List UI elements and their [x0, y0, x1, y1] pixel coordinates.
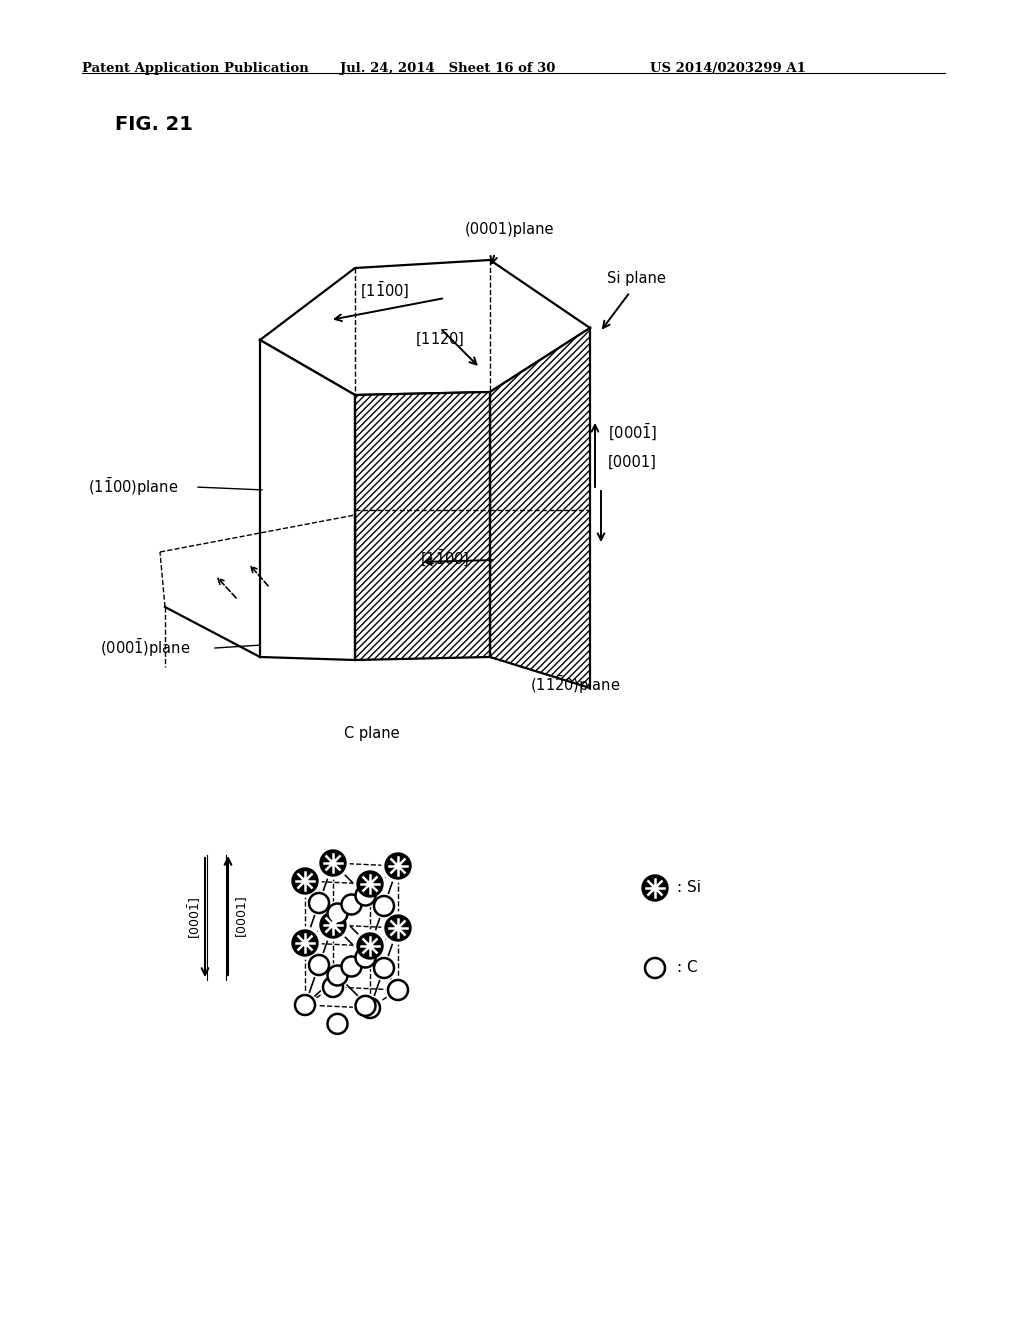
Circle shape	[353, 883, 378, 908]
Circle shape	[357, 933, 383, 960]
Circle shape	[353, 994, 378, 1018]
Text: [1$\bar{1}$00]: [1$\bar{1}$00]	[420, 548, 469, 568]
Text: [0001]: [0001]	[233, 894, 247, 936]
Circle shape	[326, 1012, 349, 1036]
Polygon shape	[260, 341, 355, 660]
Circle shape	[360, 998, 380, 1018]
Circle shape	[642, 875, 668, 902]
Circle shape	[368, 942, 373, 949]
Circle shape	[340, 954, 364, 978]
Circle shape	[395, 925, 400, 931]
Circle shape	[354, 931, 386, 962]
Text: [000$\bar{1}$]: [000$\bar{1}$]	[186, 896, 203, 940]
Circle shape	[292, 869, 318, 894]
Circle shape	[386, 978, 410, 1002]
Circle shape	[341, 957, 361, 977]
Text: Jul. 24, 2014   Sheet 16 of 30: Jul. 24, 2014 Sheet 16 of 30	[340, 62, 555, 75]
Circle shape	[368, 882, 373, 887]
Text: US 2014/0203299 A1: US 2014/0203299 A1	[650, 62, 806, 75]
Circle shape	[317, 909, 349, 941]
Circle shape	[295, 995, 315, 1015]
Circle shape	[328, 903, 347, 924]
Text: : C: : C	[677, 961, 697, 975]
Circle shape	[382, 912, 414, 944]
Text: (11$\bar{2}$0)plane: (11$\bar{2}$0)plane	[530, 675, 621, 696]
Circle shape	[289, 927, 321, 960]
Circle shape	[326, 902, 349, 925]
Circle shape	[639, 873, 671, 904]
Circle shape	[645, 958, 665, 978]
Text: (1$\bar{1}$00)plane: (1$\bar{1}$00)plane	[88, 477, 178, 498]
Circle shape	[309, 894, 329, 913]
Circle shape	[319, 912, 346, 939]
Circle shape	[385, 915, 411, 941]
Circle shape	[355, 886, 376, 906]
Circle shape	[643, 956, 667, 979]
Text: FIG. 21: FIG. 21	[115, 115, 193, 135]
Circle shape	[317, 847, 349, 879]
Circle shape	[307, 891, 331, 915]
Circle shape	[341, 895, 361, 915]
Circle shape	[321, 975, 345, 999]
Circle shape	[328, 965, 347, 986]
Circle shape	[319, 850, 346, 876]
Polygon shape	[260, 260, 590, 395]
Circle shape	[372, 956, 396, 979]
Circle shape	[302, 940, 308, 946]
Circle shape	[372, 894, 396, 917]
Circle shape	[323, 977, 343, 997]
Circle shape	[340, 892, 364, 916]
Text: Si plane: Si plane	[607, 271, 666, 285]
Polygon shape	[490, 327, 590, 688]
Circle shape	[374, 896, 394, 916]
Circle shape	[289, 865, 321, 898]
Circle shape	[382, 850, 414, 882]
Circle shape	[374, 958, 394, 978]
Circle shape	[354, 869, 386, 900]
Circle shape	[652, 886, 657, 891]
Circle shape	[309, 954, 329, 975]
Circle shape	[326, 964, 349, 987]
Circle shape	[302, 878, 308, 884]
Text: C plane: C plane	[344, 726, 399, 741]
Text: [000$\bar{1}$]: [000$\bar{1}$]	[608, 422, 657, 442]
Circle shape	[357, 871, 383, 898]
Circle shape	[292, 931, 318, 956]
Text: : Si: : Si	[677, 880, 701, 895]
Circle shape	[330, 923, 336, 928]
Text: Patent Application Publication: Patent Application Publication	[82, 62, 309, 75]
Circle shape	[388, 979, 408, 1001]
Text: (0001)plane: (0001)plane	[465, 222, 555, 238]
Text: [1$\bar{1}$00]: [1$\bar{1}$00]	[360, 280, 410, 300]
Text: [0001]: [0001]	[608, 454, 656, 470]
Circle shape	[307, 953, 331, 977]
Circle shape	[385, 853, 411, 879]
Text: (000$\bar{1}$)plane: (000$\bar{1}$)plane	[100, 638, 190, 659]
Circle shape	[330, 861, 336, 866]
Polygon shape	[355, 392, 490, 660]
Circle shape	[395, 863, 400, 869]
Circle shape	[353, 945, 378, 969]
Circle shape	[355, 995, 376, 1016]
Circle shape	[355, 948, 376, 968]
Circle shape	[293, 993, 317, 1016]
Circle shape	[328, 1014, 347, 1034]
Circle shape	[358, 997, 382, 1020]
Text: [11$\bar{2}$0]: [11$\bar{2}$0]	[415, 327, 465, 348]
